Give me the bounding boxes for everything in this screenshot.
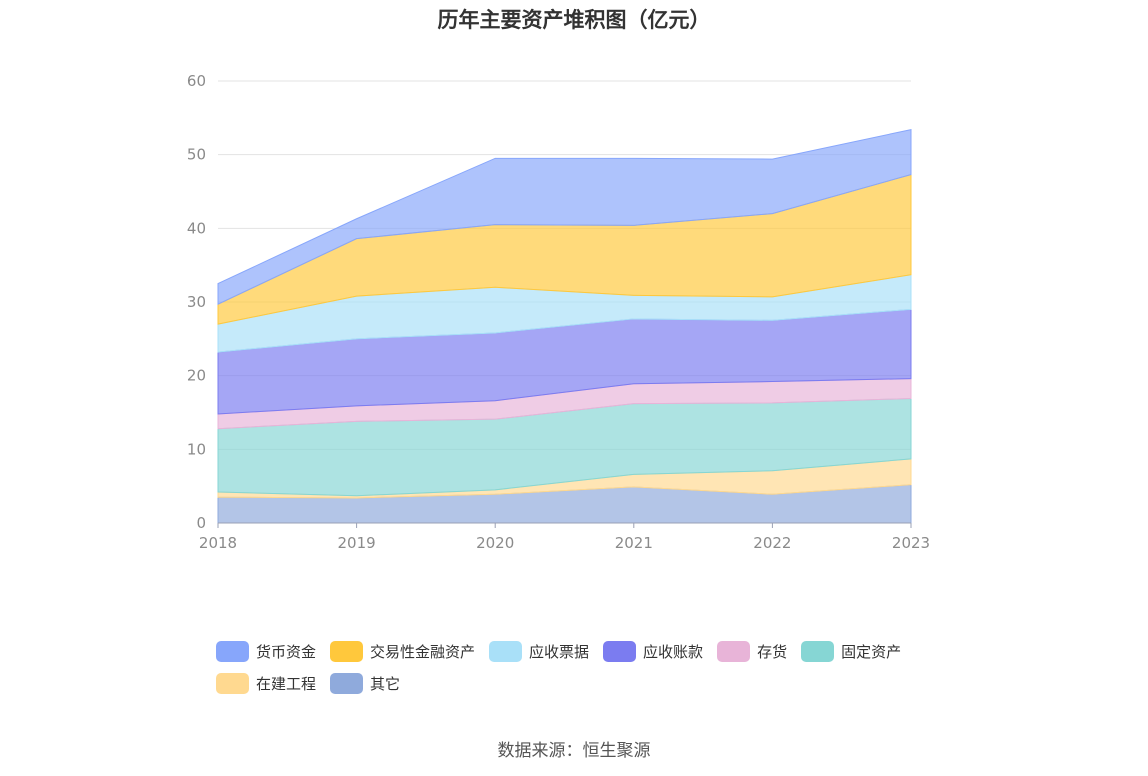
legend-label: 交易性金融资产 bbox=[370, 642, 476, 661]
legend-item[interactable]: 其它 bbox=[330, 672, 400, 694]
stacked-area-chart: 0 10 20 30 40 50 60 2018 2019 2020 2021 2022 2023 bbox=[187, 72, 930, 552]
axes: 0 10 20 30 40 50 60 2018 2019 2020 2021 2022 2023 bbox=[187, 72, 930, 552]
legend-item[interactable]: 在建工程 bbox=[216, 672, 316, 694]
legend: 货币资金 交易性金融资产 应收票据 应收账款 存货 固定资产在建工程 其它 bbox=[216, 640, 976, 694]
y-tick-label: 60 bbox=[187, 72, 206, 90]
legend-label: 固定资产 bbox=[841, 642, 902, 661]
legend-item[interactable]: 交易性金融资产 bbox=[330, 640, 475, 662]
legend-swatch bbox=[216, 640, 249, 662]
legend-item[interactable]: 存货 bbox=[717, 640, 787, 662]
y-tick-label: 0 bbox=[196, 514, 206, 532]
area-series bbox=[217, 129, 912, 524]
x-tick-label: 2019 bbox=[338, 534, 376, 552]
x-tick-label: 2021 bbox=[615, 534, 653, 552]
y-tick-label: 40 bbox=[187, 219, 206, 237]
x-tick-label: 2018 bbox=[199, 534, 237, 552]
legend-swatch bbox=[717, 640, 751, 662]
legend-swatch bbox=[801, 640, 835, 662]
legend-item[interactable]: 固定资产 bbox=[801, 640, 901, 662]
legend-label: 在建工程 bbox=[256, 674, 317, 693]
y-tick-label: 20 bbox=[187, 367, 206, 385]
legend-label: 应收票据 bbox=[529, 642, 590, 661]
legend-label: 应收账款 bbox=[643, 642, 704, 661]
y-tick-label: 10 bbox=[187, 440, 206, 458]
legend-label: 货币资金 bbox=[256, 642, 317, 661]
legend-swatch bbox=[216, 672, 249, 694]
legend-item[interactable]: 应收账款 bbox=[603, 640, 703, 662]
x-tick-label: 2023 bbox=[892, 534, 930, 552]
area-货币资金 bbox=[217, 129, 912, 305]
y-tick-label: 50 bbox=[187, 146, 206, 164]
legend-label: 其它 bbox=[370, 674, 401, 693]
x-tick-label: 2020 bbox=[476, 534, 514, 552]
legend-swatch bbox=[603, 640, 637, 662]
legend-item[interactable]: 货币资金 bbox=[216, 640, 316, 662]
data-source: 数据来源：恒生聚源 bbox=[497, 741, 651, 761]
legend-swatch bbox=[330, 640, 364, 662]
legend-label: 存货 bbox=[757, 642, 788, 661]
y-tick-label: 30 bbox=[187, 293, 206, 311]
legend-item[interactable]: 应收票据 bbox=[489, 640, 589, 662]
x-tick-label: 2022 bbox=[753, 534, 791, 552]
legend-swatch bbox=[489, 640, 523, 662]
legend-swatch bbox=[330, 672, 364, 694]
chart-title: 历年主要资产堆积图（亿元） bbox=[437, 8, 711, 32]
